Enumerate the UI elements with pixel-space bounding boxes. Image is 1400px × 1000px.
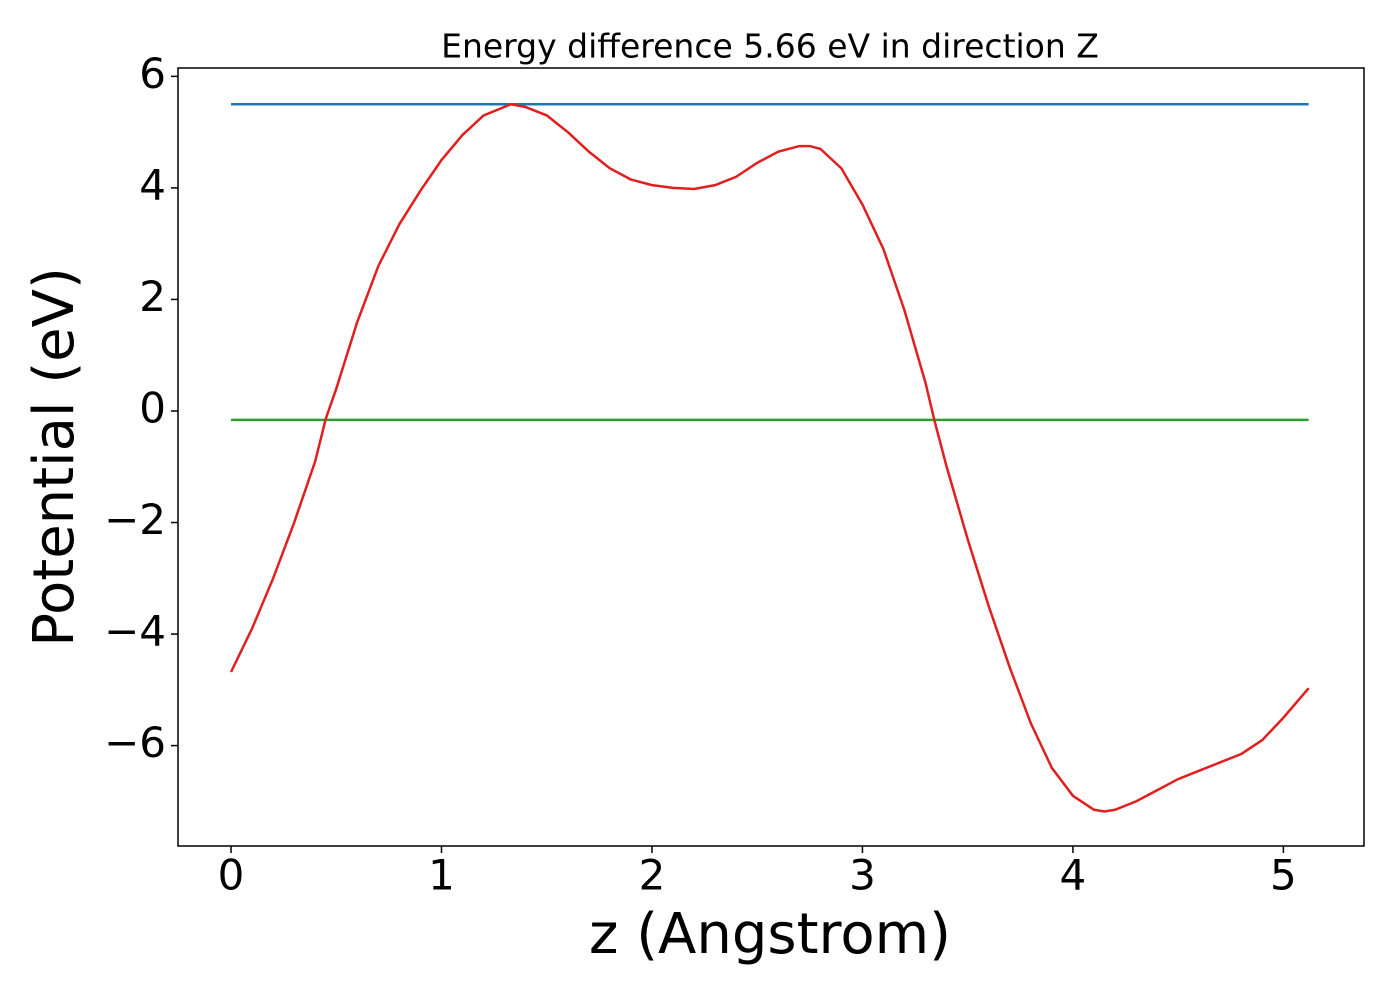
x-tick-label: 3 — [849, 851, 876, 900]
x-tick-label: 1 — [428, 851, 455, 900]
y-tick-label: 4 — [139, 160, 166, 209]
y-tick-label: 6 — [139, 49, 166, 98]
x-tick-label: 4 — [1060, 851, 1087, 900]
x-tick-label: 2 — [639, 851, 666, 900]
y-tick-label: −6 — [104, 718, 166, 767]
y-axis-label: Potential (eV) — [22, 267, 87, 647]
y-tick-label: 0 — [139, 383, 166, 432]
y-tick-label: −2 — [104, 495, 166, 544]
x-tick-label: 0 — [218, 851, 245, 900]
chart-title: Energy difference 5.66 eV in direction Z — [441, 27, 1099, 66]
data-line — [229, 102, 1310, 813]
y-tick-label: 2 — [139, 272, 166, 321]
x-axis-label: z (Angstrom) — [589, 902, 951, 967]
y-tick-label: −4 — [104, 607, 166, 656]
x-tick-label: 5 — [1270, 851, 1297, 900]
plot-frame — [177, 67, 1365, 847]
